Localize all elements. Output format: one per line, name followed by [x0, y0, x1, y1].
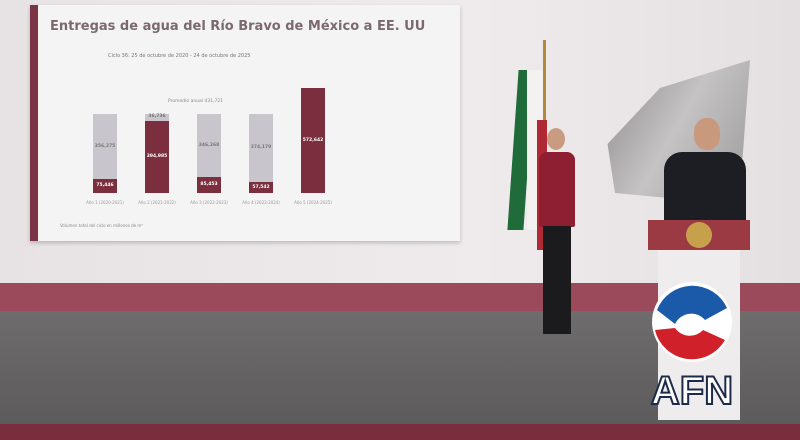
man-speaking	[640, 118, 746, 232]
bar-delivered: 57,542	[249, 182, 273, 193]
bar-delivered: 394,985	[145, 120, 169, 193]
bar-label: 374,179	[250, 145, 272, 151]
bar-label: 572,642	[302, 137, 324, 143]
bar-label: 75,446	[96, 183, 114, 189]
bar-delivered: 75,446	[93, 179, 117, 193]
bar-remaining: 346,268	[197, 113, 221, 178]
national-seal	[686, 222, 712, 248]
bar-delivered: 572,642	[301, 88, 325, 193]
bar-label: 394,985	[146, 153, 168, 159]
carpet	[0, 424, 800, 440]
slide-title: Entregas de agua del Río Bravo de México…	[50, 19, 426, 34]
bar-label: 36,736	[148, 114, 166, 120]
bar-remaining: 356,275	[93, 113, 117, 180]
x-tick-label: Año 1 (2020-2021)	[86, 200, 124, 205]
bar-label: 356,275	[94, 143, 116, 149]
bar-remaining: 374,179	[249, 113, 273, 183]
bar-delivered: 85,453	[197, 177, 221, 193]
svg-text:AFN: AFN	[651, 369, 733, 410]
slide-subtitle: Ciclo 36: 25 de octubre de 2020 - 24 de …	[108, 53, 251, 59]
average-label: Promedio anual 431,721	[168, 99, 224, 104]
bar-label: 346,268	[198, 142, 220, 148]
bar-label: 85,453	[200, 182, 218, 188]
x-tick-label: Año 4 (2023-2024)	[242, 200, 280, 205]
slide-footnote: Volumen total del ciclo en millones de m…	[60, 223, 143, 228]
x-tick-label: Año 5 (2024-2025)	[294, 200, 332, 205]
presentation-screen: Entregas de agua del Río Bravo de México…	[30, 5, 460, 241]
bar-remaining: 36,736	[145, 113, 169, 121]
afn-logo: AFN	[635, 280, 750, 414]
x-tick-label: Año 2 (2021-2022)	[138, 200, 176, 205]
woman-standing	[535, 128, 579, 338]
x-tick-label: Año 3 (2022-2023)	[190, 200, 228, 205]
bar-label: 57,542	[252, 184, 270, 190]
